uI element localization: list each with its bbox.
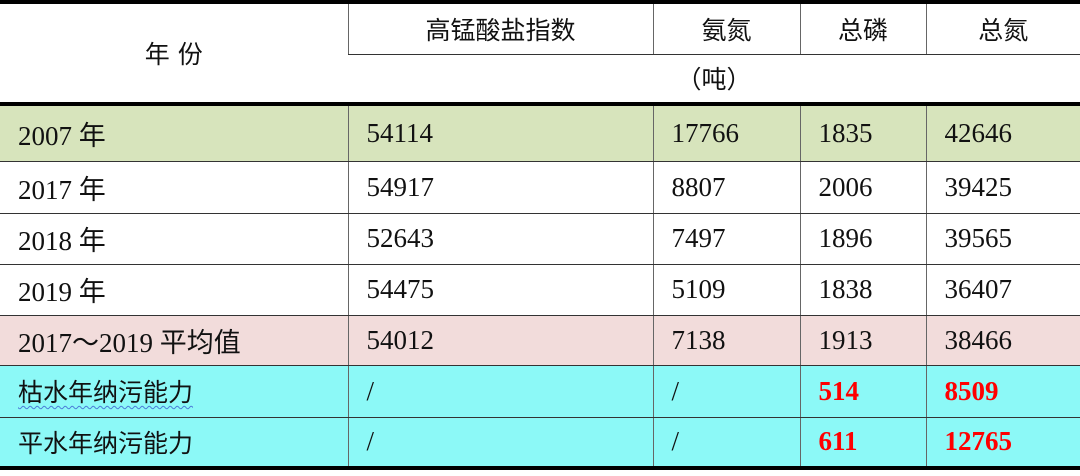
cell: 54114 [347, 104, 653, 162]
cell: 2006 [799, 161, 926, 214]
cell-highlight: 12765 [925, 417, 1080, 470]
row-label: 2007 年 [0, 104, 348, 162]
column-header-ammonia: 氨氮 [652, 0, 800, 55]
row-label: 2018 年 [0, 213, 348, 265]
row-label: 2017～2019 平均值 [0, 315, 348, 366]
cell: 1896 [799, 213, 926, 265]
table-row: 2007 年 54114 17766 1835 42646 [0, 104, 1080, 162]
column-header-tp: 总磷 [799, 0, 926, 55]
unit-label: （吨） [348, 54, 1080, 106]
cell: / [347, 417, 653, 470]
table-row-normal-year: 平水年纳污能力 / / 611 12765 [0, 417, 1080, 470]
cell: 52643 [347, 213, 653, 265]
unit-row: （吨） [0, 54, 1080, 106]
cell-highlight: 514 [799, 365, 926, 418]
row-label: 2019 年 [0, 264, 348, 316]
cell: 54475 [347, 264, 653, 316]
year-header: 年 份 [0, 0, 348, 106]
row-label: 枯水年纳污能力 [18, 378, 194, 407]
header-row: 年 份 高锰酸盐指数 氨氮 总磷 总氮 [0, 0, 1080, 106]
row-label: 2017 年 [0, 161, 348, 214]
cell: 38466 [925, 315, 1080, 366]
cell: 17766 [652, 104, 800, 162]
cell: 54917 [347, 161, 653, 214]
cell: 42646 [925, 104, 1080, 162]
row-label: 平水年纳污能力 [0, 417, 348, 470]
table-row: 2018 年 52643 7497 1896 39565 [0, 213, 1080, 265]
column-header-tn: 总氮 [925, 0, 1080, 55]
cell: 5109 [652, 264, 800, 316]
cell: 1913 [799, 315, 926, 366]
column-header-codmn: 高锰酸盐指数 [347, 0, 653, 55]
cell: 8807 [652, 161, 800, 214]
cell: / [652, 417, 800, 470]
cell: / [652, 365, 800, 418]
cell: 36407 [925, 264, 1080, 316]
cell: 54012 [347, 315, 653, 366]
cell: 39425 [925, 161, 1080, 214]
cell: 1835 [799, 104, 926, 162]
cell-highlight: 611 [799, 417, 926, 470]
cell-highlight: 8509 [925, 365, 1080, 418]
cell: 7497 [652, 213, 800, 265]
cell: / [347, 365, 653, 418]
cell: 1838 [799, 264, 926, 316]
table-row: 2019 年 54475 5109 1838 36407 [0, 264, 1080, 316]
cell: 7138 [652, 315, 800, 366]
table-row-average: 2017～2019 平均值 54012 7138 1913 38466 [0, 315, 1080, 366]
table-row: 2017 年 54917 8807 2006 39425 [0, 161, 1080, 214]
cell: 39565 [925, 213, 1080, 265]
table-row-dry-year: 枯水年纳污能力 / / 514 8509 [0, 365, 1080, 418]
